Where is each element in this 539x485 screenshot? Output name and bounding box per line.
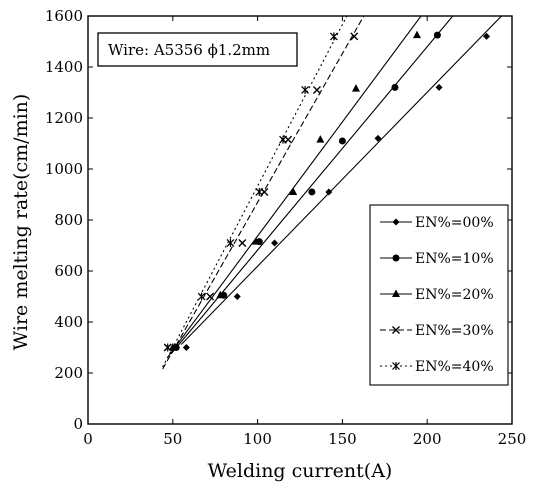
data-point xyxy=(206,292,215,301)
x-tick-label: 250 xyxy=(498,430,527,448)
series-line xyxy=(167,16,422,358)
data-point xyxy=(329,32,338,41)
y-tick-label: 0 xyxy=(73,415,83,433)
legend-entry: EN%=00% xyxy=(380,215,494,231)
annotation-frame xyxy=(97,32,298,67)
legend-marker xyxy=(392,254,400,262)
series-line xyxy=(170,16,454,355)
x-tick-label: 200 xyxy=(413,430,442,448)
data-point xyxy=(289,187,298,195)
y-tick-label: 1400 xyxy=(45,58,83,76)
legend-marker xyxy=(392,362,400,370)
legend-label: EN%=20% xyxy=(415,287,494,303)
data-point xyxy=(413,30,422,39)
legend-label: EN%=30% xyxy=(415,323,494,339)
data-point xyxy=(233,293,241,300)
series-2 xyxy=(167,16,422,358)
x-axis-label: Welding current(A) xyxy=(208,460,393,482)
data-point xyxy=(483,32,491,40)
x-tick-label: 50 xyxy=(163,430,182,448)
data-point xyxy=(316,135,325,143)
data-point xyxy=(271,239,279,247)
y-tick-label: 400 xyxy=(54,313,83,331)
legend-entry: EN%=30% xyxy=(380,323,494,339)
data-point xyxy=(338,137,346,145)
y-tick-label: 800 xyxy=(54,211,83,229)
legend-marker xyxy=(392,326,400,334)
y-tick-label: 1200 xyxy=(45,109,83,127)
data-point xyxy=(312,85,321,94)
x-tick-label: 0 xyxy=(83,430,93,448)
data-point xyxy=(182,344,190,351)
y-tick-label: 600 xyxy=(54,262,83,280)
x-tick-label: 150 xyxy=(328,430,357,448)
data-point xyxy=(279,135,287,144)
data-point xyxy=(350,32,359,41)
legend-label: EN%=00% xyxy=(415,215,494,231)
data-point xyxy=(226,238,235,247)
series-line xyxy=(162,16,348,368)
x-axis-ticks: 0 50 100 150 200 250 xyxy=(83,16,526,448)
y-tick-label: 1600 xyxy=(45,7,83,25)
annotation-box: Wire: A5356 ϕ1.2mm xyxy=(97,32,298,67)
series-line xyxy=(162,16,365,370)
data-point xyxy=(391,83,399,91)
legend-label: EN%=40% xyxy=(415,359,494,375)
data-point xyxy=(435,83,443,91)
data-point xyxy=(325,188,333,196)
data-point xyxy=(374,134,382,142)
legend-entry: EN%=20% xyxy=(380,287,494,303)
data-point xyxy=(301,85,310,94)
series-4 xyxy=(162,16,348,368)
data-point xyxy=(255,187,264,196)
legend: EN%=00% EN%=10% EN%=20% EN%=30% EN%=40% xyxy=(369,204,509,386)
legend-label: EN%=10% xyxy=(415,251,494,267)
legend-marker xyxy=(392,289,400,297)
series-line xyxy=(180,16,503,345)
x-tick-label: 100 xyxy=(243,430,272,448)
legend-entry: EN%=10% xyxy=(380,251,494,267)
data-point xyxy=(238,238,247,247)
legend-entry: EN%=40% xyxy=(380,359,494,375)
y-axis-ticks: 0 200 400 600 800 1000 1200 1400 1600 xyxy=(45,7,512,433)
data-point xyxy=(163,343,172,352)
series-layer xyxy=(162,16,503,370)
data-point xyxy=(197,292,206,301)
data-point xyxy=(433,31,441,39)
data-point xyxy=(351,84,360,92)
y-axis-label: Wire melting rate(cm/min) xyxy=(10,94,32,351)
y-tick-label: 200 xyxy=(54,364,83,382)
data-point xyxy=(308,188,316,196)
data-point xyxy=(216,290,225,299)
legend-frame xyxy=(369,204,509,386)
annotation-text: Wire: A5356 ϕ1.2mm xyxy=(108,41,270,59)
y-tick-label: 1000 xyxy=(45,160,83,178)
data-point xyxy=(251,237,260,245)
legend-marker xyxy=(392,218,400,226)
